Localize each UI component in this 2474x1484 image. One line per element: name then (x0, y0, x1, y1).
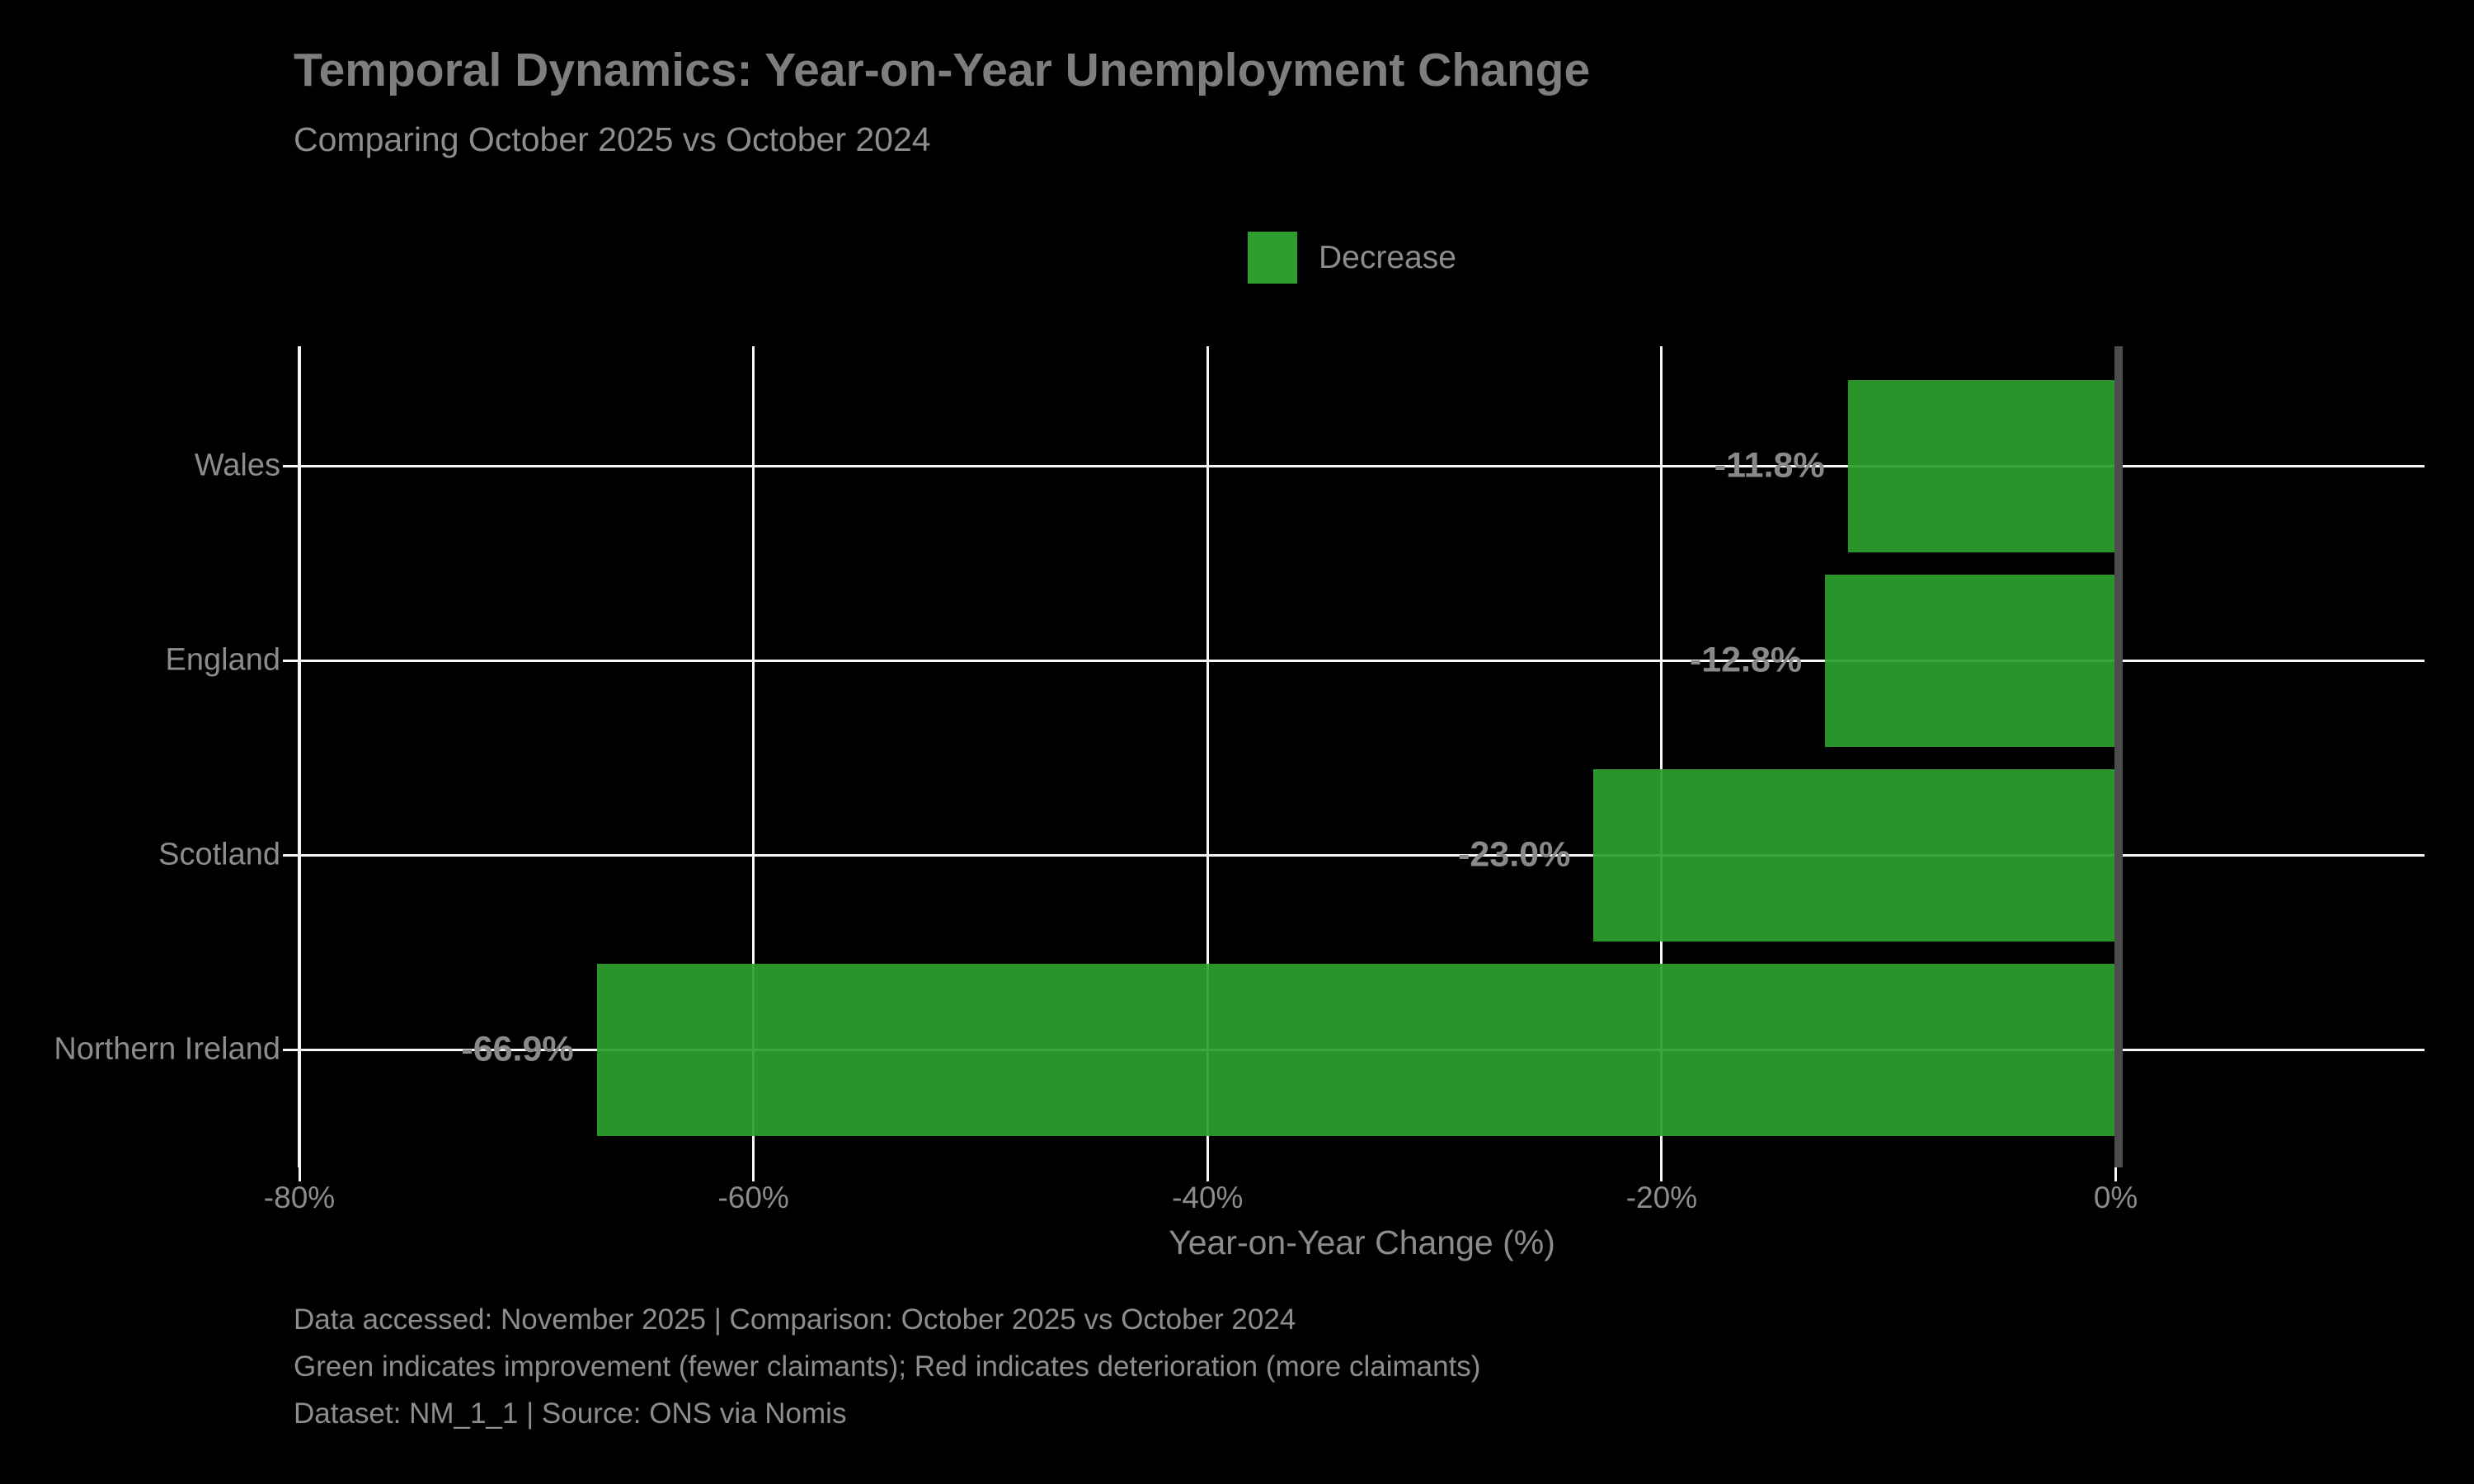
y-category-label: Scotland (158, 837, 280, 872)
horizontal-gridline (299, 464, 2425, 467)
y-tick-mark (283, 659, 299, 662)
footer-line-3: Dataset: NM_1_1 | Source: ONS via Nomis (294, 1397, 847, 1430)
bar-value-label: -12.8% (1689, 640, 1803, 680)
x-tick-label: 0% (2093, 1181, 2138, 1214)
legend-swatch-decrease-icon (1248, 232, 1297, 284)
vertical-gridline (1206, 346, 1209, 1167)
y-category-label: England (165, 642, 280, 678)
y-axis-spine (298, 346, 301, 1167)
footer-line-1: Data accessed: November 2025 | Compariso… (294, 1303, 1296, 1336)
legend-label: Decrease (1319, 239, 1456, 275)
zero-line (2114, 346, 2123, 1167)
bar-value-label: -11.8% (1714, 445, 1825, 486)
bar (1593, 768, 2116, 942)
x-tick-mark (298, 1167, 301, 1181)
horizontal-gridline (299, 853, 2425, 857)
vertical-gridline (1660, 346, 1663, 1167)
legend: Decrease (1248, 232, 1456, 284)
chart-title: Temporal Dynamics: Year-on-Year Unemploy… (294, 44, 1591, 96)
bar-value-label: -23.0% (1458, 834, 1571, 875)
x-tick-label: -20% (1625, 1181, 1698, 1214)
y-category-label: Northern Ireland (54, 1031, 280, 1067)
x-tick-mark (1660, 1167, 1663, 1181)
vertical-gridline (752, 346, 755, 1167)
x-tick-mark (2114, 1167, 2118, 1181)
legend-item-decrease: Decrease (1248, 232, 1456, 284)
y-tick-mark (283, 464, 299, 467)
x-tick-label: -80% (263, 1181, 336, 1214)
x-tick-label: -40% (1172, 1181, 1244, 1214)
chart-subtitle: Comparing October 2025 vs October 2024 (294, 120, 931, 158)
bar-value-label: -66.9% (461, 1029, 574, 1069)
y-tick-mark (283, 1048, 299, 1051)
y-tick-mark (283, 853, 299, 857)
y-category-label: Wales (194, 448, 280, 483)
footer-line-2: Green indicates improvement (fewer claim… (294, 1350, 1481, 1383)
x-axis-label: Year-on-Year Change (%) (1169, 1223, 1555, 1261)
bar (1825, 574, 2116, 747)
bar (1847, 379, 2116, 552)
horizontal-gridline (299, 659, 2425, 662)
x-tick-label: -60% (717, 1181, 789, 1214)
bar (596, 963, 2116, 1136)
x-tick-mark (752, 1167, 755, 1181)
x-tick-mark (1206, 1167, 1209, 1181)
